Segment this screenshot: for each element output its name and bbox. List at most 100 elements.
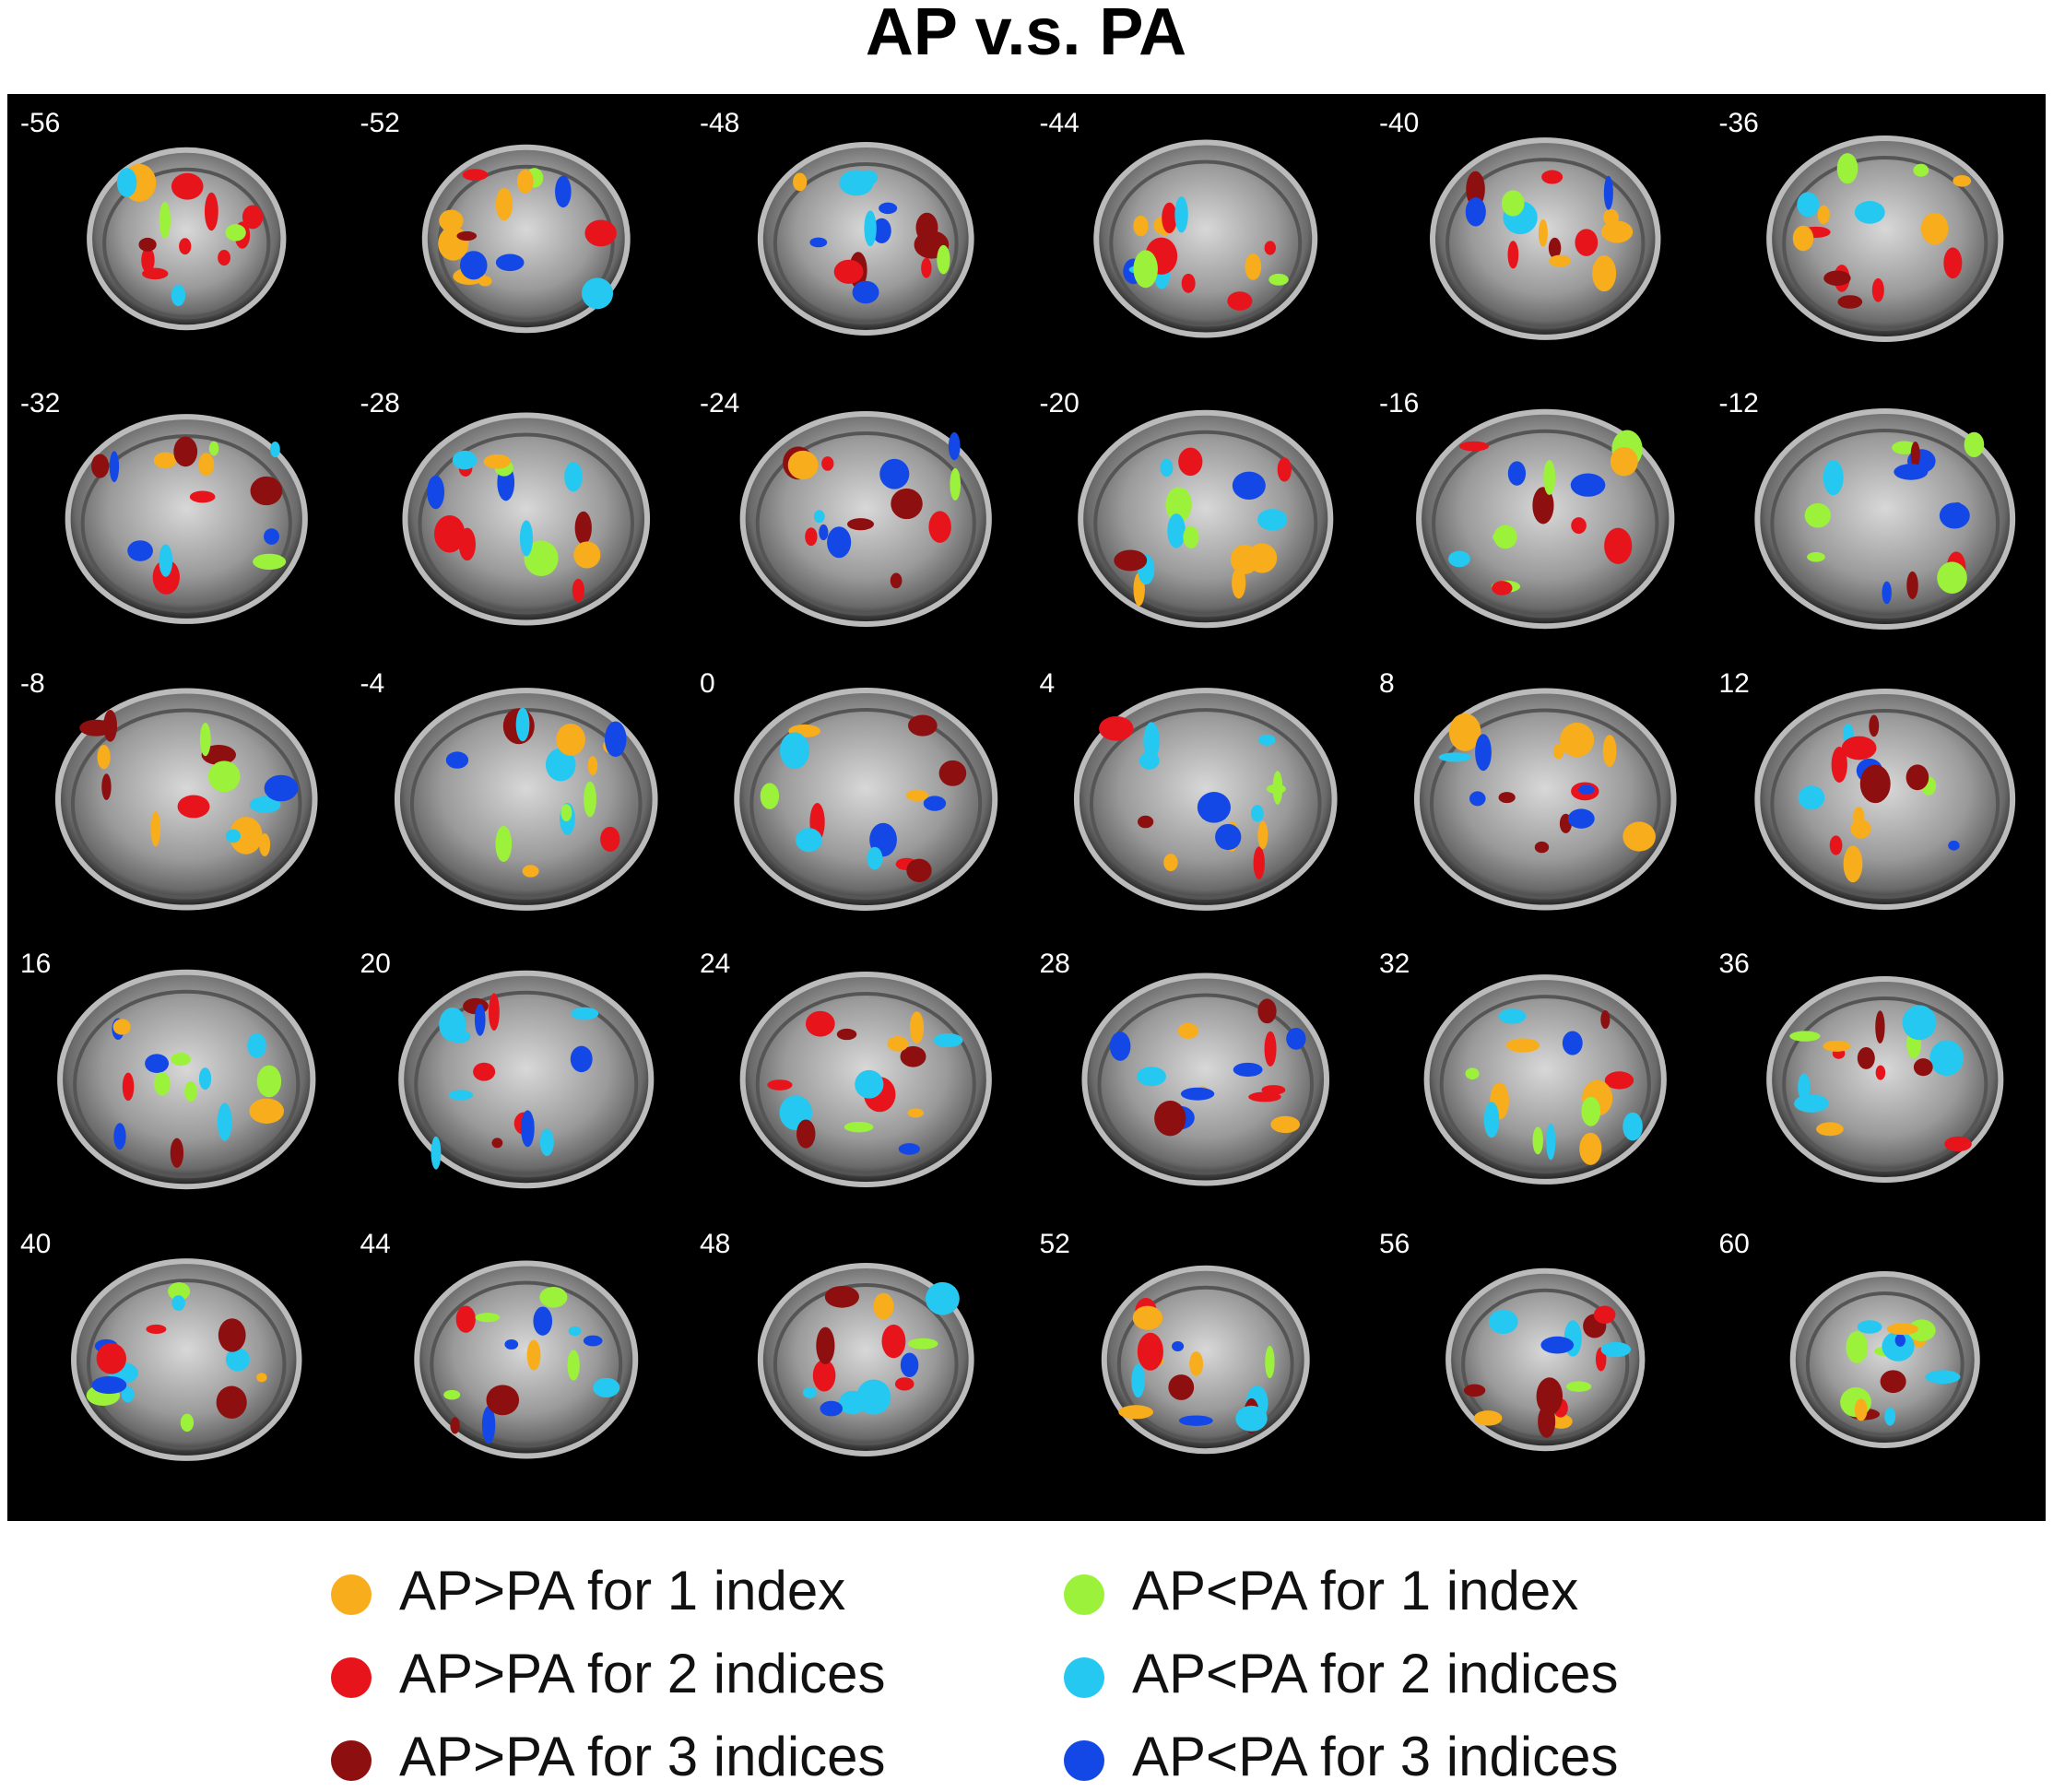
activation-blob xyxy=(584,219,617,247)
activation-blob xyxy=(1163,854,1178,872)
activation-blob xyxy=(1567,808,1595,829)
brain-inner xyxy=(1439,995,1651,1173)
activation-blob xyxy=(1829,835,1843,855)
brain-slice xyxy=(1093,139,1318,338)
brain-inner xyxy=(1805,1291,1965,1437)
activation-blob xyxy=(1227,291,1253,311)
activation-blob xyxy=(1277,457,1292,482)
slice-label: 16 xyxy=(20,949,51,979)
slice-label: -32 xyxy=(20,388,60,419)
activation-blob xyxy=(1794,1094,1829,1113)
activation-blob xyxy=(1578,784,1595,795)
brain-inner xyxy=(1429,708,1661,900)
activation-blob xyxy=(1178,447,1203,477)
activation-blob xyxy=(1114,549,1148,572)
activation-blob xyxy=(583,1335,603,1347)
activation-blob xyxy=(1846,1331,1869,1363)
activation-blob xyxy=(146,1324,167,1335)
activation-blob xyxy=(1823,270,1851,286)
activation-blob xyxy=(1925,1370,1961,1385)
activation-blob xyxy=(1841,736,1877,760)
activation-blob xyxy=(170,1138,184,1168)
activation-blob xyxy=(855,1069,884,1099)
activation-blob xyxy=(1823,460,1844,496)
activation-blob xyxy=(1466,171,1485,208)
activation-blob xyxy=(1536,1377,1563,1416)
activation-blob xyxy=(249,796,281,814)
activation-blob xyxy=(91,454,110,478)
activation-blob xyxy=(427,475,445,510)
activation-blob xyxy=(1498,792,1516,804)
activation-blob xyxy=(1854,1398,1868,1421)
activation-blob xyxy=(452,450,478,470)
slice-label: 28 xyxy=(1040,949,1070,979)
activation-blob xyxy=(116,168,137,197)
activation-blob xyxy=(1132,1305,1163,1330)
activation-blob xyxy=(1593,1305,1616,1324)
activation-blob xyxy=(1538,218,1548,247)
brain-inner xyxy=(1461,1288,1630,1441)
activation-blob xyxy=(1604,527,1633,564)
legend-swatch xyxy=(1064,1740,1104,1781)
activation-blob xyxy=(1948,840,1960,851)
activation-blob xyxy=(584,781,596,818)
activation-blob xyxy=(1235,1405,1268,1432)
legend-label: AP<PA for 2 indices xyxy=(1132,1643,1619,1704)
activation-blob xyxy=(1540,1336,1575,1354)
activation-blob xyxy=(1541,170,1563,184)
slice-label: 44 xyxy=(360,1229,391,1259)
brain-slice xyxy=(1766,136,2004,342)
activation-blob xyxy=(1871,277,1884,302)
activation-blob xyxy=(253,553,287,571)
activation-blob xyxy=(141,247,155,274)
activation-blob xyxy=(524,540,559,576)
legend-label: AP<PA for 3 indices xyxy=(1132,1726,1619,1787)
activation-blob xyxy=(1875,1010,1885,1043)
activation-blob xyxy=(805,527,818,547)
activation-blob xyxy=(1910,442,1920,468)
activation-blob xyxy=(1250,805,1264,822)
activation-blob xyxy=(1261,1085,1286,1095)
activation-blob xyxy=(225,829,242,843)
legend-swatch xyxy=(1064,1574,1104,1615)
activation-blob xyxy=(109,451,120,483)
activation-blob xyxy=(571,1007,599,1020)
brain-inner xyxy=(1432,429,1659,619)
activation-blob xyxy=(921,257,932,278)
activation-blob xyxy=(907,1338,938,1350)
activation-blob xyxy=(1854,201,1885,224)
activation-blob xyxy=(1920,212,1949,245)
activation-blob xyxy=(898,1143,921,1155)
legend-label: AP>PA for 1 index xyxy=(399,1560,845,1621)
activation-blob xyxy=(1943,247,1963,279)
activation-blob xyxy=(526,1339,541,1371)
activation-blob xyxy=(1473,1410,1503,1426)
activation-blob xyxy=(1181,273,1196,293)
activation-blob xyxy=(1268,273,1289,286)
activation-blob xyxy=(256,1065,282,1098)
brain-inner xyxy=(1782,156,1988,331)
activation-blob xyxy=(813,510,825,524)
activation-blob xyxy=(198,1067,212,1091)
activation-blob xyxy=(1174,196,1188,233)
slice-label: -40 xyxy=(1379,108,1419,138)
activation-blob xyxy=(1215,823,1242,851)
slice-label: -12 xyxy=(1719,388,1759,419)
activation-blob xyxy=(1143,722,1160,760)
activation-blob xyxy=(521,1110,535,1148)
brain-inner xyxy=(409,708,643,900)
activation-blob xyxy=(1162,202,1177,234)
activation-blob xyxy=(433,514,466,553)
activation-blob xyxy=(1581,1096,1601,1126)
activation-blob xyxy=(180,1413,195,1432)
activation-blob xyxy=(1602,208,1619,226)
activation-blob xyxy=(1507,241,1519,269)
activation-blob xyxy=(1469,791,1486,807)
activation-blob xyxy=(573,541,601,569)
activation-blob xyxy=(1463,1384,1486,1397)
activation-blob xyxy=(908,714,938,737)
activation-blob xyxy=(1532,487,1554,525)
activation-blob xyxy=(779,732,810,770)
legend: AP>PA for 1 index AP<PA for 1 index AP>PA … xyxy=(331,1560,1619,1787)
